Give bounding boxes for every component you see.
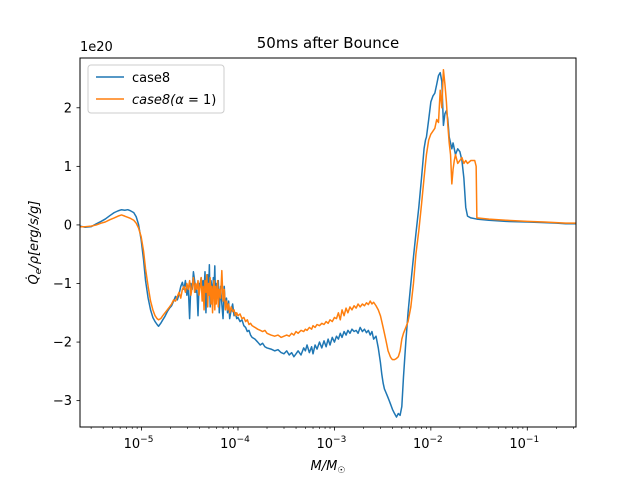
- y-tick-label: 1: [64, 160, 72, 175]
- y-axis: −3 −2 −1 0 1 2: [53, 101, 80, 409]
- y-axis-label: Q̇e/ρ[erg/s/g]: [27, 201, 44, 285]
- series-layer: [80, 68, 576, 418]
- y-tick-label: 0: [64, 218, 72, 233]
- y-offset-text: 1e20: [80, 40, 113, 55]
- chart-title: 50ms after Bounce: [257, 34, 400, 52]
- series-line-1: [80, 71, 576, 418]
- y-tick-label: −2: [53, 336, 72, 351]
- plot-frame: [79, 57, 577, 428]
- legend-label-1: case8: [132, 71, 170, 86]
- legend: case8 case8(α = 1): [87, 64, 225, 114]
- y-tick-label: 2: [64, 101, 72, 116]
- x-axis-label: M/M☉: [311, 459, 346, 476]
- x-axis: 10−5 10−4 10−3 10−2 10−1: [90, 427, 574, 452]
- series-line-2: [80, 68, 576, 361]
- y-tick-label: −3: [53, 394, 72, 409]
- y-tick-label: −1: [53, 277, 72, 292]
- legend-label-2: case8(α = 1): [132, 93, 216, 108]
